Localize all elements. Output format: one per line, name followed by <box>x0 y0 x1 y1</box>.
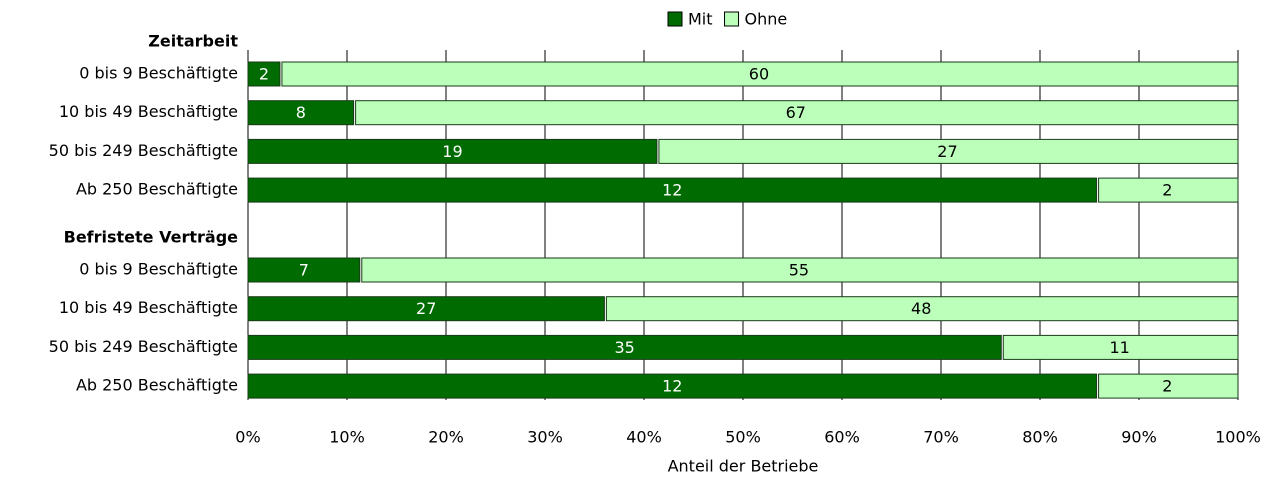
data-label: 2 <box>1162 377 1172 396</box>
x-tick-label: 30% <box>527 428 563 447</box>
legend-label: Ohne <box>745 10 788 29</box>
x-tick-label: 100% <box>1215 428 1261 447</box>
y-tick-label: 0 bis 9 Beschäftigte <box>79 64 238 83</box>
bar <box>658 138 1239 164</box>
data-label: 48 <box>911 299 931 318</box>
x-tick-label: 90% <box>1121 428 1157 447</box>
bar <box>361 257 1239 283</box>
y-tick-label: 50 bis 249 Beschäftigte <box>49 337 238 356</box>
x-tick-label: 0% <box>235 428 260 447</box>
x-tick-label: 60% <box>824 428 860 447</box>
legend-label: Mit <box>688 10 713 29</box>
bar <box>247 61 281 87</box>
x-axis-label: Anteil der Betriebe <box>668 457 819 476</box>
data-label: 7 <box>299 261 309 280</box>
group-label: Zeitarbeit <box>148 32 238 51</box>
y-tick-label: Ab 250 Beschäftigte <box>76 180 238 199</box>
bar <box>1098 177 1239 203</box>
bar <box>247 373 1098 399</box>
data-label: 11 <box>1109 338 1129 357</box>
group-label: Befristete Verträge <box>64 228 239 247</box>
y-tick-label: 0 bis 9 Beschäftigte <box>79 260 238 279</box>
x-tick-label: 50% <box>725 428 761 447</box>
data-label: 60 <box>749 65 769 84</box>
data-label: 35 <box>614 338 634 357</box>
bar <box>355 100 1239 126</box>
y-tick-label: 10 bis 49 Beschäftigte <box>59 298 238 317</box>
data-label: 55 <box>789 261 809 280</box>
data-label: 67 <box>786 103 806 122</box>
data-label: 12 <box>662 377 682 396</box>
x-tick-label: 10% <box>329 428 365 447</box>
bar <box>1098 373 1239 399</box>
bar <box>281 61 1239 87</box>
data-label: 2 <box>259 65 269 84</box>
data-label: 27 <box>416 299 436 318</box>
bar <box>605 296 1239 322</box>
bar <box>247 177 1098 203</box>
x-tick-label: 80% <box>1022 428 1058 447</box>
legend-swatch <box>667 11 683 27</box>
bar <box>1002 334 1239 360</box>
y-tick-label: 50 bis 249 Beschäftigte <box>49 141 238 160</box>
x-tick-label: 20% <box>428 428 464 447</box>
data-label: 27 <box>937 142 957 161</box>
bar <box>247 138 658 164</box>
bar <box>247 334 1002 360</box>
y-tick-label: Ab 250 Beschäftigte <box>76 376 238 395</box>
data-label: 2 <box>1162 181 1172 200</box>
data-label: 19 <box>442 142 462 161</box>
data-label: 12 <box>662 181 682 200</box>
legend-swatch <box>724 11 740 27</box>
x-tick-label: 70% <box>923 428 959 447</box>
bar <box>247 100 355 126</box>
data-label: 8 <box>296 103 306 122</box>
bar <box>247 296 605 322</box>
y-tick-label: 10 bis 49 Beschäftigte <box>59 102 238 121</box>
x-tick-label: 40% <box>626 428 662 447</box>
bar <box>247 257 361 283</box>
